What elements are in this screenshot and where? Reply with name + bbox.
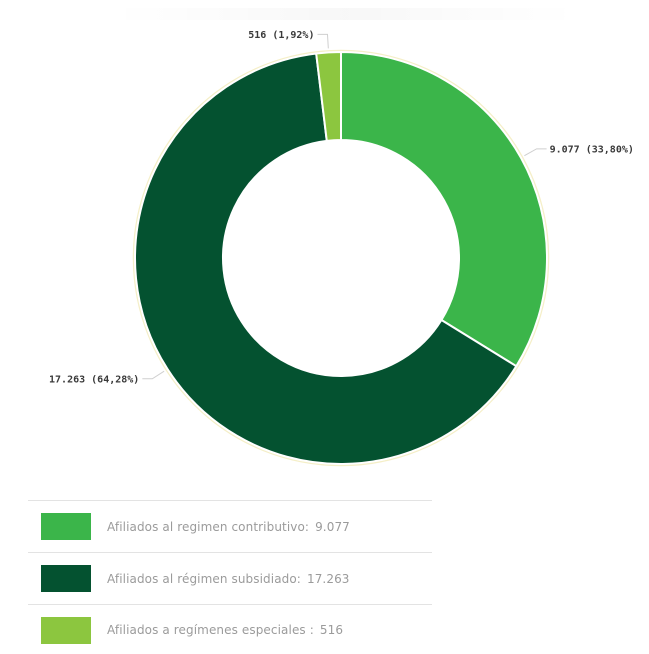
donut-chart: 9.077 (33,80%) 17.263 (64,28%) 516 (1,92%) [49, 30, 634, 467]
slice-label-especiales: 516 (1,92%) [248, 30, 314, 41]
legend-label-subsidiado: Afiliados al régimen subsidiado: 17.263 [107, 572, 350, 586]
legend-swatch-contributivo [41, 513, 91, 540]
legend-label-value: 17.263 [306, 571, 350, 586]
legend-label-text: Afiliados a regímenes especiales : [107, 623, 314, 637]
leader-line-subsidiado [142, 370, 165, 380]
legend-row-subsidiado: Afiliados al régimen subsidiado: 17.263 [28, 552, 432, 604]
legend-swatch-especiales [41, 616, 91, 644]
donut-slices [132, 49, 550, 467]
slice-leader-lines [142, 33, 547, 380]
legend-label-text: Afiliados al régimen subsidiado: [107, 571, 301, 586]
legend-label-value: 9.077 [315, 519, 350, 534]
chart-legend: Afiliados al regimen contributivo: 9.077 … [28, 500, 432, 654]
legend-label-text: Afiliados al regimen contributivo: [107, 519, 310, 534]
blurred-header-artifact [110, 8, 580, 20]
donut-slice-contributivo[interactable] [340, 50, 548, 368]
leader-line-especiales [317, 33, 329, 49]
legend-label-contributivo: Afiliados al regimen contributivo: 9.077 [107, 520, 350, 534]
legend-label-value: 516 [319, 623, 344, 637]
donut-slice-especiales[interactable] [315, 50, 342, 142]
slice-labels: 9.077 (33,80%) 17.263 (64,28%) 516 (1,92%) [49, 30, 634, 385]
donut-outer-halo [132, 49, 550, 467]
legend-label-especiales: Afiliados a regímenes especiales : 516 [107, 623, 343, 637]
legend-swatch-subsidiado [41, 565, 91, 592]
donut-slice-subsidiado[interactable] [134, 52, 518, 465]
leader-line-contributivo [524, 148, 547, 157]
slice-label-subsidiado: 17.263 (64,28%) [49, 374, 139, 385]
legend-row-especiales: Afiliados a regímenes especiales : 516 [28, 604, 432, 654]
slice-label-contributivo: 9.077 (33,80%) [550, 144, 634, 155]
legend-row-contributivo: Afiliados al regimen contributivo: 9.077 [28, 500, 432, 552]
